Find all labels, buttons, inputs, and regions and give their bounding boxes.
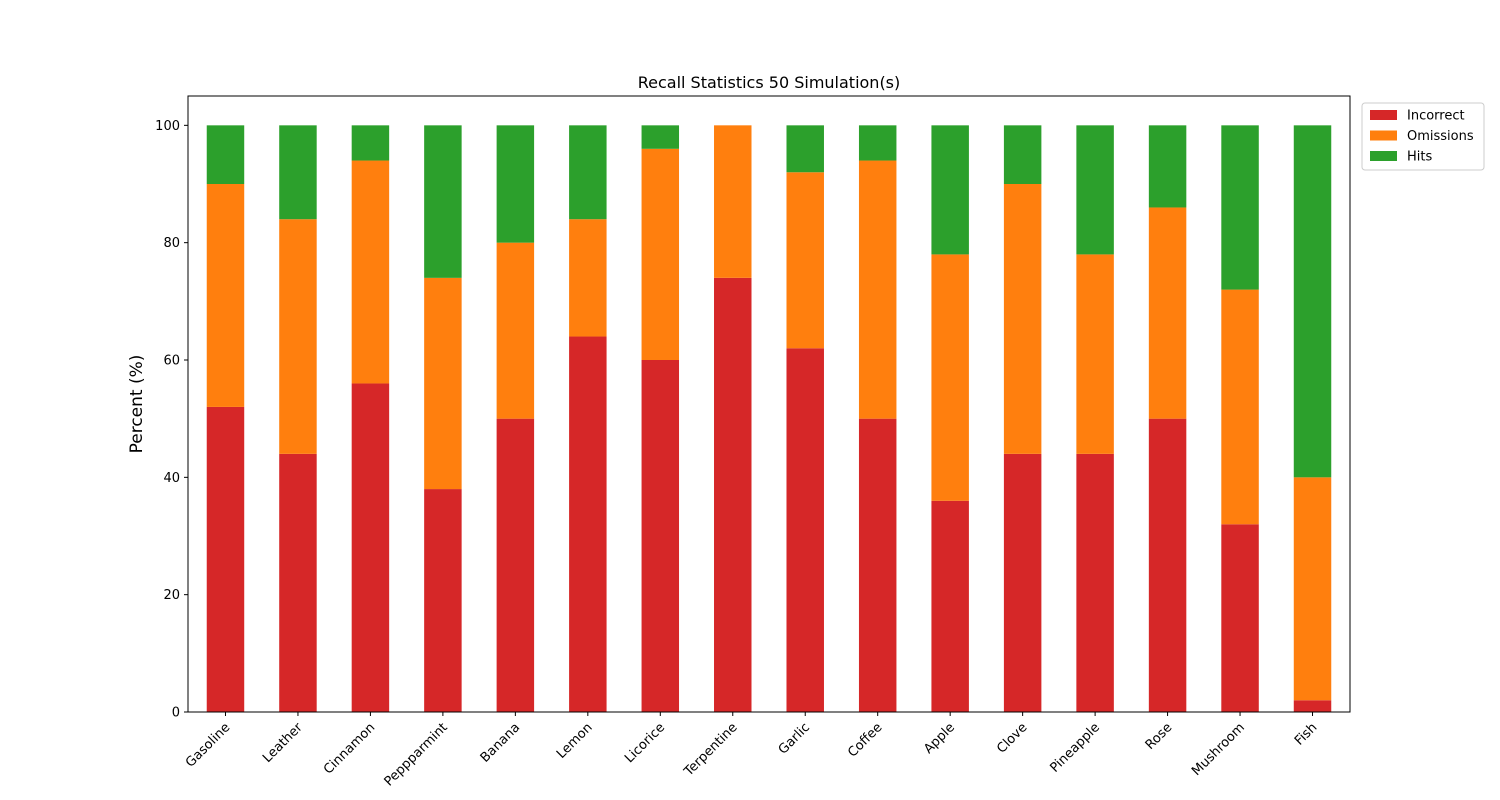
bar-omissions-banana xyxy=(496,242,535,419)
bar-omissions-clove xyxy=(1003,184,1042,454)
y-axis: 0 20 40 60 80 100 xyxy=(155,119,188,721)
bar-incorrect-lemon xyxy=(569,336,607,712)
bar-hits-lemon xyxy=(569,125,607,220)
x-tick-label-fish: Fish xyxy=(1292,720,1320,748)
x-tick-label-pineapple: Pineapple xyxy=(1047,720,1102,775)
bar-incorrect-banana xyxy=(496,418,535,712)
bar-incorrect-apple xyxy=(931,500,969,712)
bar-omissions-peppparmint xyxy=(424,277,462,490)
bar-hits-apple xyxy=(931,125,969,255)
bar-hits-banana xyxy=(496,125,535,243)
bar-omissions-terpentine xyxy=(714,125,752,278)
x-tick-label-gasoline: Gasoline xyxy=(183,720,233,770)
x-tick-label-apple: Apple xyxy=(921,720,958,757)
bar-incorrect-fish xyxy=(1293,700,1332,712)
bar-incorrect-peppparmint xyxy=(424,489,462,712)
bar-hits-pineapple xyxy=(1076,125,1114,255)
bar-omissions-lemon xyxy=(569,219,607,337)
bar-omissions-coffee xyxy=(858,160,897,419)
plot-frame xyxy=(187,95,1351,713)
x-axis: Gasoline Leather Cinnamon Peppparmint Banana… xyxy=(183,712,1320,789)
bar-omissions-cinnamon xyxy=(351,160,390,384)
bar-incorrect-leather xyxy=(279,453,317,712)
x-tick-label-clove: Clove xyxy=(994,720,1030,756)
legend-swatch-incorrect xyxy=(1370,110,1397,120)
bar-incorrect-pineapple xyxy=(1076,453,1114,712)
bar-incorrect-gasoline xyxy=(206,406,245,712)
x-tick-label-coffee: Coffee xyxy=(845,720,885,760)
legend-label-omissions: Omissions xyxy=(1407,129,1474,144)
bar-omissions-apple xyxy=(931,254,969,501)
bar-omissions-leather xyxy=(279,219,317,454)
bar-omissions-pineapple xyxy=(1076,254,1114,454)
x-tick-label-leather: Leather xyxy=(260,720,306,766)
y-axis-title: Percent (%) xyxy=(127,355,147,454)
bar-hits-clove xyxy=(1003,125,1042,184)
legend-swatch-hits xyxy=(1370,151,1397,161)
bar-hits-leather xyxy=(279,125,317,220)
x-tick-label-lemon: Lemon xyxy=(554,720,596,762)
bar-omissions-gasoline xyxy=(206,184,245,407)
bar-hits-rose xyxy=(1148,125,1187,208)
x-tick-label-banana: Banana xyxy=(478,720,523,765)
bar-hits-peppparmint xyxy=(424,125,462,278)
bar-incorrect-garlic xyxy=(786,348,824,712)
x-tick-label-terpentine: Terpentine xyxy=(681,720,741,780)
y-tick-label: 60 xyxy=(163,354,180,369)
bar-hits-mushroom xyxy=(1221,125,1259,290)
bar-omissions-fish xyxy=(1293,477,1332,701)
bar-hits-fish xyxy=(1293,125,1332,478)
legend-label-hits: Hits xyxy=(1407,150,1432,165)
bars-group xyxy=(206,125,1332,712)
bar-omissions-licorice xyxy=(641,148,680,360)
bar-omissions-mushroom xyxy=(1221,289,1259,525)
y-tick-label: 40 xyxy=(163,471,180,486)
bar-hits-gasoline xyxy=(206,125,245,184)
bar-hits-coffee xyxy=(858,125,897,161)
x-tick-label-garlic: Garlic xyxy=(776,720,813,757)
y-tick-label: 80 xyxy=(163,236,180,251)
x-tick-label-rose: Rose xyxy=(1143,720,1176,753)
legend-swatch-omissions xyxy=(1370,130,1397,141)
bar-hits-licorice xyxy=(641,125,680,149)
y-tick-label: 20 xyxy=(163,588,180,603)
x-tick-label-peppparmint: Peppparmint xyxy=(382,720,451,789)
y-tick-label: 0 xyxy=(172,706,180,721)
bar-incorrect-clove xyxy=(1003,453,1042,712)
y-tick-label: 100 xyxy=(155,119,180,134)
x-tick-label-licorice: Licorice xyxy=(622,720,668,766)
bar-hits-garlic xyxy=(786,125,824,173)
bar-incorrect-licorice xyxy=(641,360,680,712)
bar-hits-cinnamon xyxy=(351,125,390,161)
chart-title: Recall Statistics 50 Simulation(s) xyxy=(638,73,901,92)
bar-incorrect-rose xyxy=(1148,418,1187,712)
bar-incorrect-coffee xyxy=(858,418,897,712)
x-tick-label-mushroom: Mushroom xyxy=(1189,720,1248,779)
x-tick-label-cinnamon: Cinnamon xyxy=(321,720,378,777)
bar-omissions-rose xyxy=(1148,207,1187,419)
bar-incorrect-terpentine xyxy=(714,277,752,712)
bar-incorrect-cinnamon xyxy=(351,383,390,712)
bar-incorrect-mushroom xyxy=(1221,524,1259,712)
legend-label-incorrect: Incorrect xyxy=(1407,109,1465,124)
bar-omissions-garlic xyxy=(786,172,824,349)
legend: Incorrect Omissions Hits xyxy=(1361,102,1485,171)
